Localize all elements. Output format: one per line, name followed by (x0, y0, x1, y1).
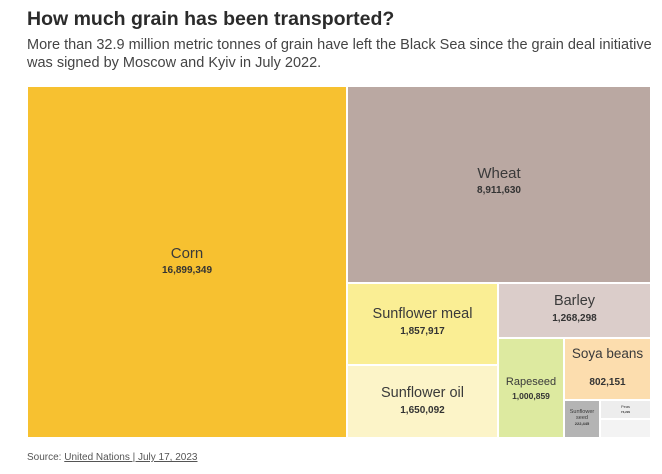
treemap-cell-rapeseed: Rapeseed 1,000,859 (498, 338, 564, 438)
treemap-value: 8,911,630 (477, 185, 521, 196)
treemap-value: 222,445 (574, 421, 590, 426)
treemap-cell-barley: Barley 1,268,298 (498, 283, 651, 338)
treemap-value: 1,650,092 (400, 405, 445, 416)
chart-subtitle: More than 32.9 million metric tonnes of … (27, 37, 652, 71)
treemap-label: Sunflower oil (380, 385, 464, 401)
treemap-value: 16,899,349 (161, 265, 213, 276)
treemap-cell-sunflower-meal: Sunflower meal 1,857,917 (347, 283, 498, 365)
treemap-cell-corn: Corn 16,899,349 (27, 86, 347, 438)
treemap-label: Peas (620, 404, 631, 409)
treemap-cell-peas: Peas 73,229 (600, 400, 651, 419)
treemap-label: Barley (553, 293, 596, 309)
chart-title: How much grain has been transported? (27, 8, 395, 30)
treemap-value: 802,151 (589, 377, 626, 388)
treemap-label: Sunflower seed (569, 409, 595, 422)
source-note: Source: United Nations | July 17, 2023 (27, 452, 197, 463)
treemap-label: Wheat (477, 165, 521, 182)
treemap-label: Sunflower meal (372, 306, 473, 322)
treemap-cell-soya-beans: Soya beans 802,151 (564, 338, 651, 400)
treemap-label: Corn (170, 245, 204, 262)
treemap-label: Soya beans (571, 346, 644, 361)
treemap-value: 1,000,859 (512, 391, 550, 401)
treemap-cell-sunflower-seed: Sunflower seed 222,445 (564, 400, 600, 438)
treemap-cell-other (600, 419, 651, 438)
treemap-cell-sunflower-oil: Sunflower oil 1,650,092 (347, 365, 498, 438)
treemap-value: 1,268,298 (552, 313, 597, 324)
treemap-label: Rapeseed (505, 376, 557, 388)
source-prefix: Source: (27, 452, 65, 463)
treemap-value: 1,857,917 (400, 326, 445, 337)
source-link[interactable]: United Nations | July 17, 2023 (64, 452, 198, 463)
treemap-cell-wheat: Wheat 8,911,630 (347, 86, 651, 283)
treemap-chart: Corn 16,899,349 Wheat 8,911,630 Sunflower me… (27, 86, 651, 438)
treemap-value: 73,229 (620, 410, 631, 414)
